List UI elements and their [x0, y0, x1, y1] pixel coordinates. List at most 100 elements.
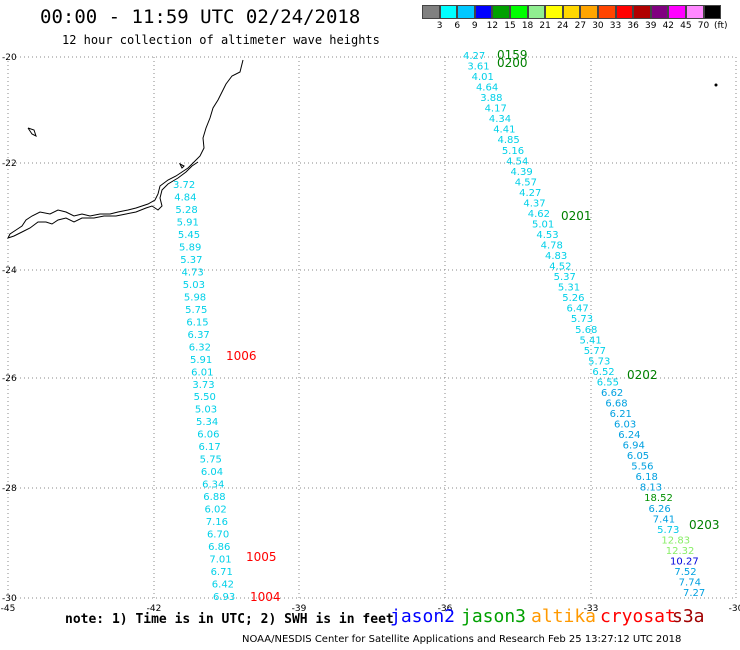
- time-label: 0202: [627, 368, 658, 382]
- wave-height-value: 4.01: [472, 72, 494, 83]
- wave-height-value: 4.73: [181, 267, 203, 278]
- wave-height-value: 7.52: [674, 567, 696, 578]
- wave-height-value: 6.55: [597, 377, 619, 388]
- wave-height-value: 4.64: [476, 83, 498, 94]
- footer-credit: NOAA/NESDIS Center for Satellite Applica…: [242, 634, 682, 645]
- wave-height-value: 4.37: [523, 198, 545, 209]
- wave-height-value: 5.73: [571, 314, 593, 325]
- color-swatch: [580, 5, 598, 19]
- wave-height-value: 6.17: [198, 442, 220, 453]
- wave-height-value: 7.27: [683, 588, 705, 599]
- color-scale-tick: 15: [504, 21, 516, 31]
- lat-tick-label: -26: [2, 374, 17, 384]
- wave-height-value: 5.98: [184, 292, 206, 303]
- wave-height-value: 4.41: [493, 125, 515, 136]
- wave-height-value: 4.52: [549, 262, 571, 273]
- time-label: 0200: [497, 56, 528, 70]
- wave-height-value: 5.73: [588, 356, 610, 367]
- time-label: 0203: [689, 518, 720, 532]
- color-scale-labels: 3 6 9 12 15 18 21 24 27 30 33 36 39 42 45 70: [422, 21, 712, 31]
- wave-height-value: 6.04: [201, 467, 223, 478]
- wave-height-value: 5.03: [183, 280, 205, 291]
- wave-height-value: 18.52: [644, 493, 673, 504]
- island: [178, 162, 185, 169]
- wave-height-value: 6.18: [636, 472, 658, 483]
- track-2: 4.273.614.014.643.884.174.344.414.855.16…: [463, 48, 720, 599]
- wave-height-value: 5.77: [584, 346, 606, 357]
- note-text: note: 1) Time is in UTC; 2) SWH is in fe…: [65, 612, 394, 627]
- color-scale-tick: 36: [627, 21, 639, 31]
- wave-height-value: 6.86: [208, 542, 230, 553]
- wave-height-value: 6.05: [627, 451, 649, 462]
- lat-tick-label: -28: [2, 484, 17, 494]
- time-label: 1005: [246, 550, 277, 564]
- wave-height-value: 6.32: [189, 342, 211, 353]
- wave-height-value: 4.83: [545, 251, 567, 262]
- wave-height-value: 5.01: [532, 219, 554, 230]
- wave-height-value: 5.16: [502, 146, 524, 157]
- legend-jason3: jason3: [461, 606, 527, 627]
- color-swatch: [474, 5, 493, 19]
- wave-height-value: 3.73: [192, 380, 214, 391]
- wave-height-value: 5.41: [579, 335, 601, 346]
- wave-height-value: 5.45: [178, 230, 200, 241]
- color-swatch: [703, 5, 722, 19]
- wave-height-value: 4.17: [485, 104, 507, 115]
- legend-altika: altika: [531, 606, 597, 627]
- wave-height-value: 6.34: [202, 480, 224, 491]
- color-scale-tick: 30: [592, 21, 604, 31]
- color-swatch: [457, 5, 475, 19]
- time-label: 0159: [497, 48, 528, 62]
- wave-height-value: 5.75: [200, 455, 222, 466]
- time-label: 0201: [561, 209, 592, 223]
- color-scale-tick: 42: [662, 21, 675, 31]
- wave-height-value: 6.21: [610, 409, 632, 420]
- color-scale-tick: 9: [471, 21, 478, 31]
- wave-height-value: 6.93: [213, 592, 235, 603]
- color-scale-tick: 27: [574, 21, 587, 31]
- lat-tick-label: -22: [2, 159, 17, 169]
- wave-height-value: 6.94: [623, 441, 645, 452]
- wave-height-value: 5.26: [562, 293, 584, 304]
- wave-height-value: 6.68: [605, 398, 627, 409]
- color-scale-tick: 39: [644, 21, 657, 31]
- time-label: 1004: [250, 590, 281, 604]
- chart-title: 00:00 - 11:59 UTC 02/24/2018: [40, 6, 361, 28]
- wave-height-value: 5.37: [180, 255, 202, 266]
- color-swatch: [527, 5, 546, 19]
- wave-height-value: 4.57: [515, 177, 537, 188]
- lon-tick-label: -39: [292, 604, 307, 614]
- chart-subtitle: 12 hour collection of altimeter wave hei…: [62, 33, 380, 47]
- wave-height-value: 5.91: [177, 217, 199, 228]
- color-scale-tick: 70: [697, 21, 710, 31]
- lon-tick-label: -42: [147, 604, 162, 614]
- wave-height-value: 4.84: [174, 192, 196, 203]
- wave-height-value: 8.13: [640, 483, 662, 494]
- wave-height-value: 6.02: [205, 505, 227, 516]
- wave-height-value: 5.50: [194, 392, 216, 403]
- wave-height-value: 4.34: [489, 114, 511, 125]
- wave-height-value: 6.71: [211, 567, 233, 578]
- wave-height-value: 6.01: [191, 367, 213, 378]
- color-scale-tick: 18: [521, 21, 534, 31]
- wave-height-value: 3.72: [173, 180, 195, 191]
- wave-height-value: 4.78: [541, 241, 563, 252]
- track-1: 3.724.84 5.285.91 5.455.89 5.374.73 5.035.98…: [173, 180, 281, 604]
- wave-height-value: 5.68: [575, 325, 597, 336]
- color-scale-tick: 33: [609, 21, 622, 31]
- legend-s3a: s3a: [672, 606, 705, 627]
- lat-tick-label: -30: [2, 594, 17, 604]
- legend-cryosat: cryosat: [600, 606, 676, 627]
- color-swatch: [509, 5, 528, 19]
- wave-height-value: 3.88: [480, 93, 502, 104]
- wave-height-value: 5.89: [179, 242, 201, 253]
- color-scale-tick: 6: [454, 21, 461, 31]
- color-scale-tick: 24: [557, 21, 569, 31]
- color-swatch: [492, 5, 510, 19]
- color-swatch: [650, 5, 669, 19]
- wave-height-value: 5.28: [175, 205, 197, 216]
- wave-height-value: 6.37: [188, 330, 210, 341]
- color-swatch: [545, 5, 563, 19]
- lat-tick-label: -24: [2, 266, 17, 276]
- color-scale-unit: (ft): [714, 21, 728, 31]
